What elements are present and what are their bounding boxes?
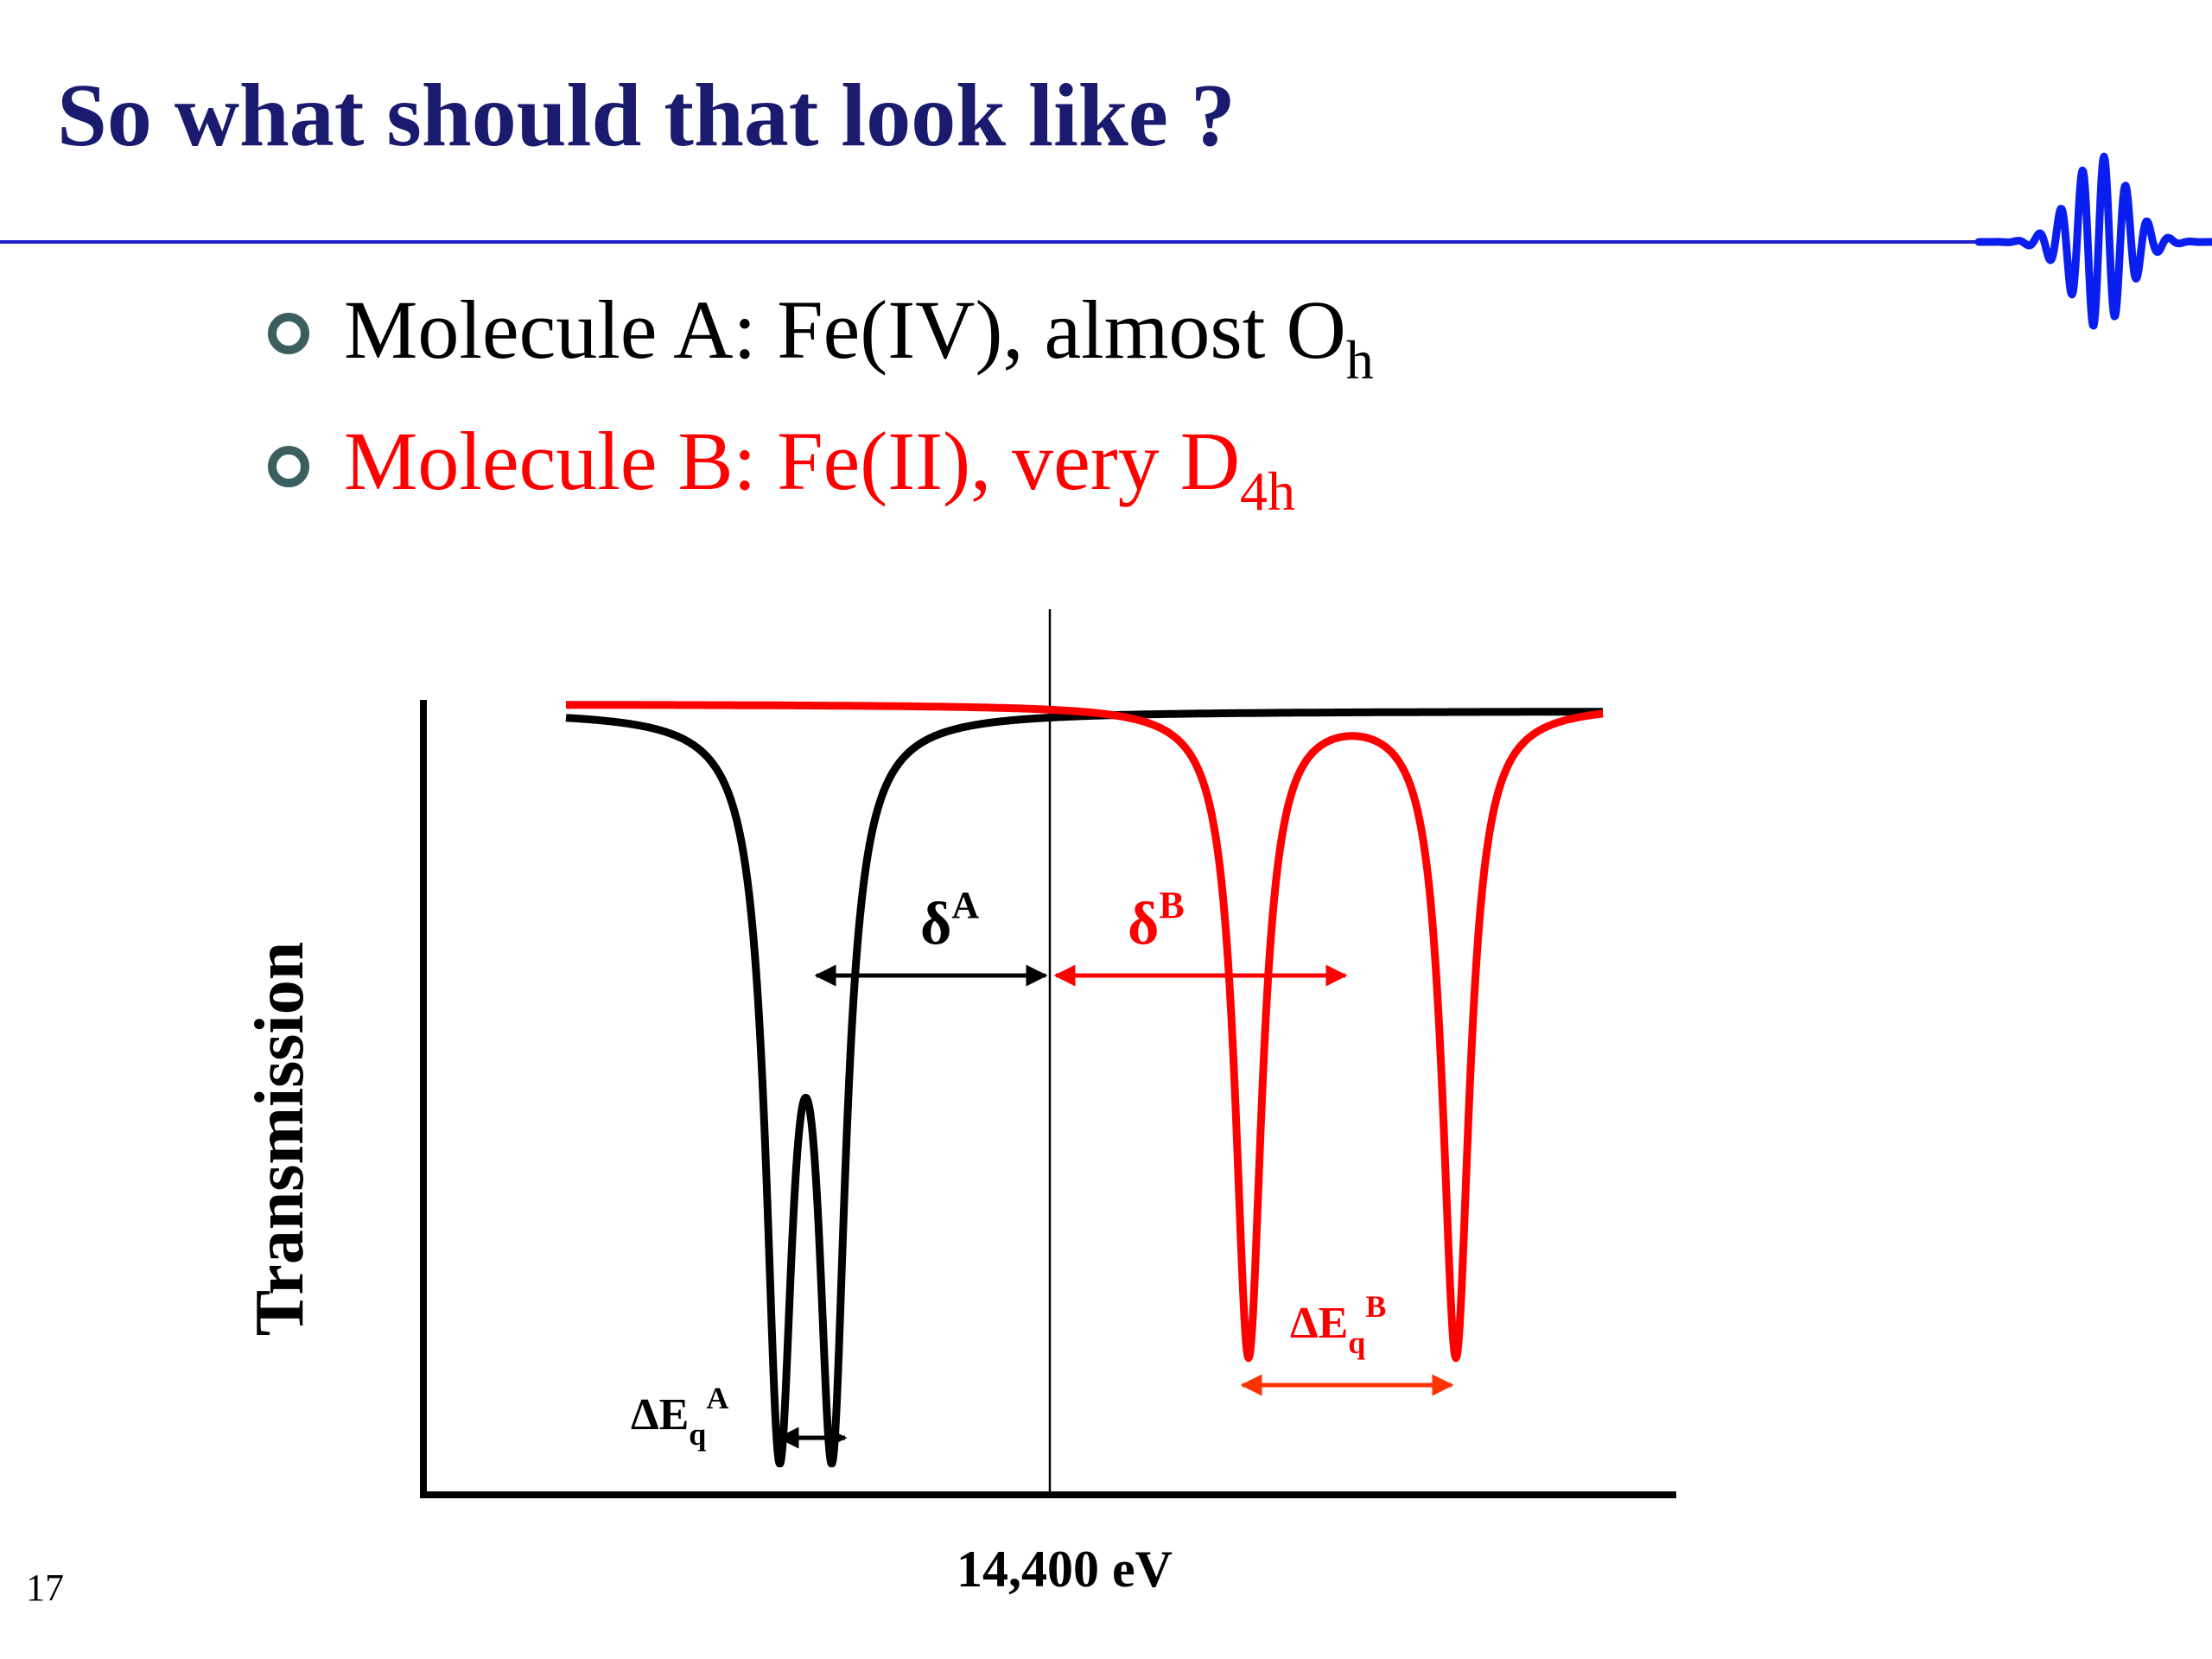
y-axis-label: Transmission xyxy=(242,942,318,1336)
spectrum-molecule-b xyxy=(563,701,1606,1363)
deq-a-label: ΔEqA xyxy=(631,1381,728,1452)
deq-b-sup: B xyxy=(1365,1289,1386,1324)
ring-bullet-icon xyxy=(268,313,309,354)
axes xyxy=(420,700,1676,1498)
wave-packet-icon xyxy=(1974,152,2212,330)
deq-a-sup: A xyxy=(706,1381,728,1415)
delta-b-label: δB xyxy=(1128,884,1185,957)
deq-a-sub: q xyxy=(689,1417,706,1452)
delta-a-main: δ xyxy=(920,891,951,957)
delta-a-sup: A xyxy=(951,884,979,926)
page-number: 17 xyxy=(26,1567,64,1609)
delta-a-label: δA xyxy=(920,884,979,957)
deq-b-sub: q xyxy=(1348,1325,1365,1360)
bullet-molecule-b: Molecule B: Fe(II), very D4h xyxy=(344,415,1295,522)
bullet-molecule-a-sub: h xyxy=(1346,329,1374,391)
ring-bullet-icon xyxy=(268,446,309,487)
x-tick-label: 14,400 eV xyxy=(957,1541,1173,1598)
bullet-molecule-b-sub: 4h xyxy=(1240,461,1295,522)
spectrum-molecule-a xyxy=(563,708,1606,1468)
bullet-molecule-b-main: Molecule B: Fe(II), very D xyxy=(344,415,1240,507)
delta-b-main: δ xyxy=(1128,891,1159,957)
bullet-molecule-a-main: Molecule A: Fe(IV), almost O xyxy=(344,283,1346,376)
deq-b-main: ΔE xyxy=(1290,1299,1348,1348)
slide-title: So what should that look like ? xyxy=(57,66,1236,165)
bullet-molecule-a: Molecule A: Fe(IV), almost Oh xyxy=(344,283,1374,391)
delta-b-sup: B xyxy=(1159,884,1184,926)
deq-a-main: ΔE xyxy=(631,1390,689,1440)
deq-b-label: ΔEqB xyxy=(1290,1289,1386,1360)
